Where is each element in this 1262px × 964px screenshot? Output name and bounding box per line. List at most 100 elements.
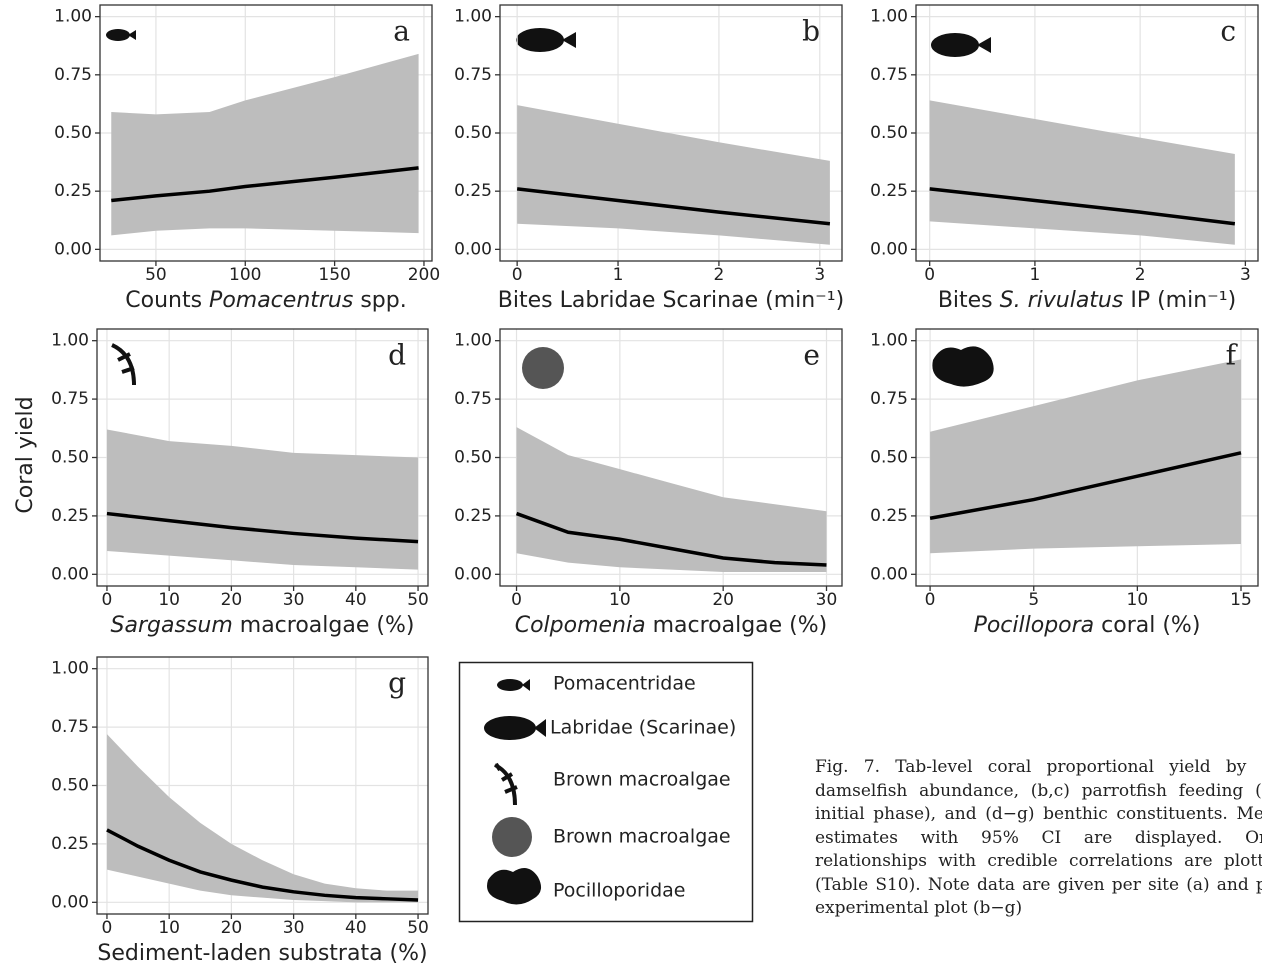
x-axis-label-part: Sediment-laden substrata (%) bbox=[97, 941, 427, 964]
x-axis-label: Bites S. rivulatus IP (min⁻¹) bbox=[938, 288, 1236, 313]
x-tick-label: 50 bbox=[407, 918, 429, 938]
y-tick-label: 0.50 bbox=[870, 123, 908, 143]
panel-letter: g bbox=[388, 667, 406, 700]
y-tick-label: 0.25 bbox=[454, 506, 492, 526]
y-tick-label: 0.25 bbox=[54, 181, 92, 201]
y-tick-label: 0.00 bbox=[54, 239, 92, 259]
ci-band bbox=[111, 53, 419, 236]
y-tick-label: 0.50 bbox=[454, 448, 492, 468]
ci-band bbox=[929, 100, 1235, 245]
x-tick-label: 1 bbox=[1029, 265, 1040, 285]
x-tick-label: 100 bbox=[229, 265, 261, 285]
x-tick-label: 5 bbox=[1028, 590, 1039, 610]
x-tick-label: 10 bbox=[1127, 590, 1149, 610]
legend-label: Labridae (Scarinae) bbox=[550, 717, 736, 739]
y-tick-label: 0.25 bbox=[870, 506, 908, 526]
caption: Fig. 7. Tab-level coral proportional yie… bbox=[815, 757, 1262, 918]
x-tick-label: 2 bbox=[714, 265, 725, 285]
y-tick-label: 1.00 bbox=[51, 659, 89, 679]
mean-line bbox=[515, 511, 827, 567]
x-tick-label: 30 bbox=[816, 590, 838, 610]
y-tick-label: 1.00 bbox=[51, 331, 89, 351]
y-tick-label: 0.75 bbox=[54, 65, 92, 85]
legend-label: Pomacentridae bbox=[553, 673, 696, 695]
legend-box bbox=[458, 661, 754, 923]
x-tick-label: 10 bbox=[158, 918, 180, 938]
y-tick-label: 0.50 bbox=[870, 448, 908, 468]
x-axis-label: Colpomenia macroalgae (%) bbox=[515, 613, 828, 638]
y-tick-label: 0.50 bbox=[54, 123, 92, 143]
legend-label: Pocilloporidae bbox=[553, 880, 685, 902]
y-tick-label: 0.00 bbox=[454, 239, 492, 259]
ci-band bbox=[106, 429, 419, 570]
panel-letter: e bbox=[803, 339, 820, 372]
x-axis-label: Pocillopora coral (%) bbox=[974, 613, 1201, 638]
ci-band bbox=[106, 734, 419, 903]
panel-icons bbox=[106, 28, 994, 389]
x-tick-label: 10 bbox=[609, 590, 631, 610]
y-tick-label: 1.00 bbox=[454, 7, 492, 27]
x-tick-label: 0 bbox=[924, 265, 935, 285]
mean-line bbox=[516, 187, 831, 226]
mean-line bbox=[929, 451, 1242, 520]
y-tick-label: 0.00 bbox=[51, 564, 89, 584]
x-tick-label: 20 bbox=[221, 590, 243, 610]
x-tick-label: 30 bbox=[283, 590, 305, 610]
x-tick-label: 1 bbox=[613, 265, 624, 285]
y-tick-label: 0.75 bbox=[870, 65, 908, 85]
x-axis-label: Sargassum macroalgae (%) bbox=[111, 613, 415, 638]
x-axis-label-part: macroalgae (%) bbox=[646, 613, 828, 638]
x-tick-label: 3 bbox=[814, 265, 825, 285]
x-axis-label-part: Bites bbox=[938, 288, 1000, 313]
y-tick-label: 0.75 bbox=[454, 389, 492, 409]
legend-icons bbox=[484, 679, 546, 905]
y-tick-label: 0.75 bbox=[454, 65, 492, 85]
y-tick-label: 0.25 bbox=[870, 181, 908, 201]
x-axis-label-part: S. rivulatus bbox=[1000, 288, 1124, 313]
y-tick-label: 0.50 bbox=[51, 776, 89, 796]
y-tick-label: 1.00 bbox=[870, 7, 908, 27]
ci-band bbox=[517, 105, 830, 245]
x-tick-label: 20 bbox=[712, 590, 734, 610]
x-tick-label: 10 bbox=[158, 590, 180, 610]
y-tick-label: 1.00 bbox=[54, 7, 92, 27]
x-axis-label-part: Pomacentrus bbox=[209, 288, 353, 313]
x-tick-label: 150 bbox=[318, 265, 350, 285]
x-axis-label-part: IP (min⁻¹) bbox=[1123, 288, 1236, 313]
y-tick-label: 0.25 bbox=[454, 181, 492, 201]
x-axis-label: Sediment-laden substrata (%) bbox=[97, 941, 427, 964]
x-axis-label-part: Sargassum bbox=[111, 613, 233, 638]
panel-letter: b bbox=[802, 15, 820, 48]
y-tick-label: 0.00 bbox=[51, 892, 89, 912]
panel-letter: d bbox=[388, 339, 406, 372]
x-axis-label-part: spp. bbox=[353, 288, 406, 313]
x-axis-label-part: macroalgae (%) bbox=[233, 613, 415, 638]
mean-line bbox=[106, 828, 419, 902]
x-axis-label: Counts Pomacentrus spp. bbox=[125, 288, 406, 313]
x-tick-label: 50 bbox=[145, 265, 167, 285]
y-tick-label: 0.75 bbox=[51, 717, 89, 737]
y-tick-label: 0.00 bbox=[870, 239, 908, 259]
x-axis-label-part: Pocillopora bbox=[974, 613, 1095, 638]
legend-label: Brown macroalgae bbox=[553, 826, 731, 848]
x-axis-label-part: Bites Labridae Scarinae (min⁻¹) bbox=[498, 288, 844, 313]
x-tick-label: 0 bbox=[925, 590, 936, 610]
x-axis-label-part: coral (%) bbox=[1094, 613, 1200, 638]
y-tick-label: 0.25 bbox=[51, 834, 89, 854]
x-tick-label: 2 bbox=[1135, 265, 1146, 285]
x-tick-label: 40 bbox=[345, 918, 367, 938]
y-tick-label: 0.50 bbox=[51, 448, 89, 468]
y-tick-label: 1.00 bbox=[870, 331, 908, 351]
x-tick-label: 40 bbox=[345, 590, 367, 610]
x-tick-label: 30 bbox=[283, 918, 305, 938]
y-tick-label: 1.00 bbox=[454, 331, 492, 351]
panel-letter: a bbox=[393, 15, 410, 48]
x-tick-label: 200 bbox=[408, 265, 440, 285]
y-tick-label: 0.75 bbox=[51, 389, 89, 409]
y-tick-label: 0.25 bbox=[51, 506, 89, 526]
panel-letter: c bbox=[1220, 15, 1236, 48]
x-tick-label: 20 bbox=[221, 918, 243, 938]
x-tick-label: 3 bbox=[1240, 265, 1251, 285]
